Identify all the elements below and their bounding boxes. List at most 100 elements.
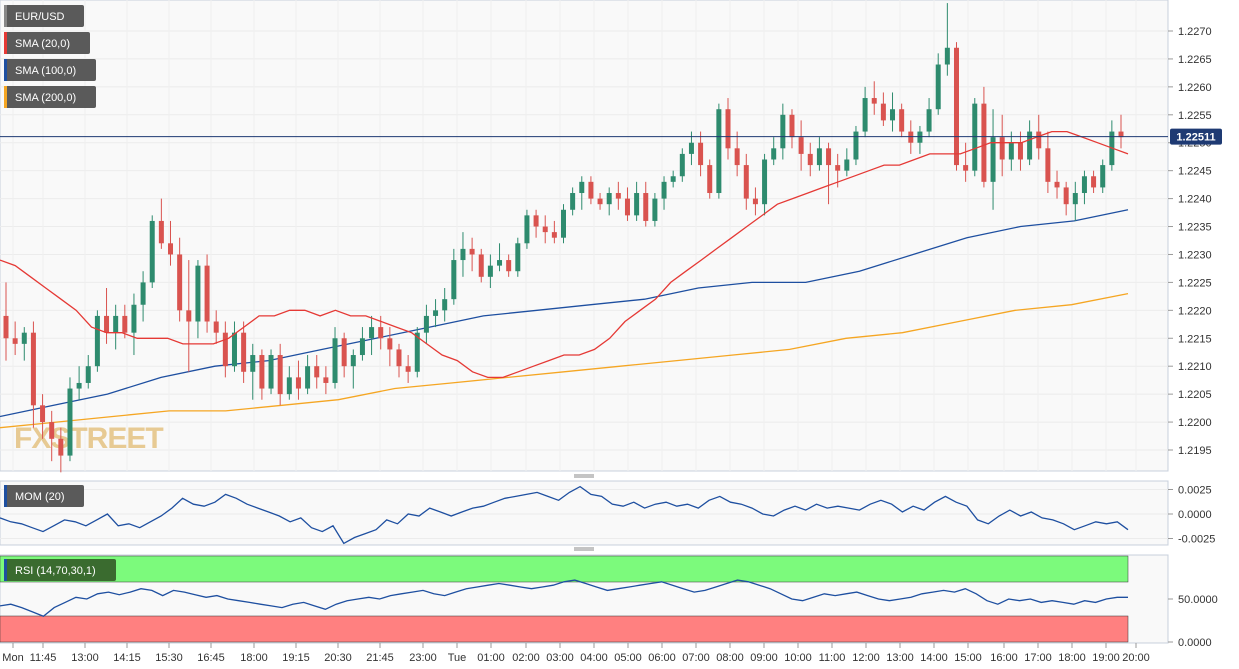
candle-body (369, 327, 375, 339)
candlesticks (3, 3, 1124, 473)
candle-body (807, 153, 813, 166)
candle-body (387, 338, 393, 350)
sma-100-tag[interactable]: SMA (100,0) (4, 59, 96, 81)
candle-body (140, 282, 146, 305)
time-tick-label: 08:00 (716, 652, 744, 664)
time-tick-label: 07:00 (682, 652, 710, 664)
candle-body (423, 315, 429, 333)
rsi-overbought-zone (0, 555, 1129, 583)
candle-body (908, 131, 914, 143)
candle-body (835, 165, 841, 171)
candle-body (1045, 148, 1051, 182)
candle-body (1063, 187, 1069, 205)
time-tick-label: 19:00 (1092, 652, 1120, 664)
sma-20-tag[interactable]: SMA (20,0) (4, 32, 90, 54)
rsi-tick-label: 50.0000 (1178, 594, 1218, 606)
symbol-tag[interactable]: EUR/USD (4, 5, 84, 27)
candle-body (396, 349, 402, 367)
candle-body (177, 254, 183, 311)
candle-body (506, 260, 512, 272)
candle-body (487, 265, 493, 277)
candle-body (844, 159, 850, 171)
candle-body (853, 131, 859, 160)
candle-body (707, 165, 713, 194)
candle-body (1081, 176, 1087, 194)
candle-body (405, 366, 411, 372)
candle-body (743, 165, 749, 199)
time-tick-label: 11:45 (30, 652, 57, 664)
candle-body (816, 148, 822, 166)
candle-body (762, 159, 768, 205)
candle-body (149, 220, 155, 283)
time-tick-label: Tue (448, 652, 467, 664)
candle-body (158, 220, 164, 244)
candle-body (615, 193, 621, 199)
series-line (0, 485, 1129, 545)
candle-body (442, 299, 448, 311)
candle-body (113, 315, 119, 333)
candle-body (606, 193, 612, 205)
price-tick-label: 1.2205 (1178, 389, 1212, 401)
time-axis: Mon 11:45 13:00 14:15 15:30 16:45 18:00 19:15 20… (2, 643, 1150, 664)
panel-resize-handle[interactable] (574, 547, 594, 551)
candle-body (85, 366, 91, 383)
mom-label: MOM (20) (15, 491, 65, 503)
candle-body (314, 366, 320, 378)
main-panel (0, 0, 1169, 472)
candle-body (305, 366, 311, 389)
time-tick-label: 16:45 (197, 652, 225, 664)
candle-body (94, 315, 100, 367)
rsi-tag[interactable]: RSI (14,70,30,1) (4, 559, 116, 581)
candle-body (679, 153, 685, 177)
candle-body (880, 103, 886, 121)
time-tick-label: 15:30 (155, 652, 183, 664)
candle-body (561, 209, 566, 238)
candle-body (469, 248, 475, 255)
sma-200-tag[interactable]: SMA (200,0) (4, 86, 96, 108)
price-tick-label: 1.2245 (1178, 166, 1212, 178)
candle-body (935, 64, 941, 110)
candle-body (643, 193, 649, 221)
series-line (0, 130, 1129, 379)
candle-body (597, 198, 603, 205)
candle-body (990, 137, 996, 182)
mom-panel (0, 480, 1169, 546)
sma-20-label: SMA (20,0) (15, 38, 70, 50)
price-tick-label: 1.2215 (1178, 333, 1212, 345)
candle-body (899, 109, 905, 132)
candle-body (1036, 131, 1042, 149)
time-tick-label: 19:15 (282, 652, 310, 664)
rsi-tick-label: 0.0000 (1178, 637, 1212, 649)
series-line (0, 209, 1129, 418)
candle-body (1072, 193, 1078, 205)
candle-body (277, 355, 283, 395)
panel-resize-handle[interactable] (574, 474, 594, 478)
candle-body (323, 377, 329, 383)
time-tick-label: 02:00 (512, 652, 540, 664)
candle-body (49, 422, 55, 439)
time-tick-label: 06:00 (648, 652, 676, 664)
price-tick-label: 1.2265 (1178, 54, 1212, 66)
time-tick-label: Mon (2, 652, 23, 664)
mom-tick-label: 0.0025 (1178, 485, 1212, 497)
candle-body (1054, 181, 1060, 188)
candle-body (12, 338, 18, 344)
candle-body (195, 265, 201, 322)
series-line (0, 579, 1128, 617)
candle-body (241, 332, 247, 372)
mom-tick-label: 0.0000 (1178, 509, 1212, 521)
candle-body (542, 226, 548, 233)
price-tick-label: 1.2270 (1178, 26, 1212, 38)
candle-body (634, 193, 640, 216)
candle-body (698, 142, 704, 166)
mom-tag[interactable]: MOM (20) (4, 485, 84, 507)
time-tick-label: 10:00 (784, 652, 812, 664)
candle-body (734, 148, 740, 166)
price-tick-label: 1.2195 (1178, 445, 1212, 457)
candle-body (963, 165, 969, 171)
rsi-line (0, 579, 1128, 617)
candle-body (725, 109, 731, 149)
price-tick-label: 1.2255 (1178, 110, 1212, 122)
time-tick-label: 11:00 (819, 652, 846, 664)
